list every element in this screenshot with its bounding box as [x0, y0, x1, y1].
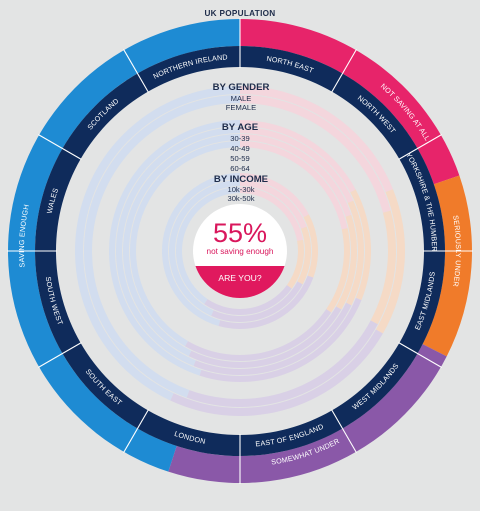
region-divider	[37, 342, 82, 368]
region-divider	[398, 342, 443, 368]
region-divider	[398, 134, 443, 160]
demographic-rings	[75, 86, 405, 416]
group-labels: BY GENDER MALE FEMALE BY AGE 30-39 40-49…	[213, 82, 270, 212]
are-you-button[interactable]	[195, 266, 285, 298]
headline-caption: not saving enough	[207, 247, 274, 256]
ring-income-50k-plus-segment	[176, 187, 240, 305]
ring-age-50-59-segment	[240, 134, 352, 217]
age-heading: BY AGE	[222, 122, 259, 133]
ring-gender-female-segment	[186, 320, 378, 407]
ring-age-30-39-segment	[240, 120, 356, 193]
ring-gender-male-segment	[375, 189, 405, 334]
ring-gender-male-segment	[240, 86, 393, 193]
ring-income-50k-plus-segment	[286, 239, 304, 289]
segment-seriously-under	[422, 175, 472, 357]
gender-item-female: FEMALE	[226, 103, 256, 112]
segment-not-saving-at-all	[240, 19, 460, 185]
ring-age-50-59-segment	[336, 214, 357, 310]
gender-item-male: MALE	[231, 94, 252, 103]
ring-age-40-49-segment	[346, 200, 364, 306]
ring-income-30k-50k-segment	[297, 226, 311, 285]
ring-income-10k-30k-segment	[218, 275, 314, 330]
ring-income-10k-30k-segment	[303, 214, 318, 278]
ring-income-50k-plus-segment	[240, 187, 304, 241]
age-item-40-49: 40-49	[230, 144, 249, 153]
gender-heading: BY GENDER	[213, 82, 270, 93]
ring-age-30-39-segment	[199, 297, 362, 382]
ring-age-40-49-segment	[240, 127, 354, 203]
region-divider	[123, 48, 149, 93]
region-divider	[123, 409, 149, 454]
are-you-button-label[interactable]: ARE YOU?	[218, 273, 262, 283]
age-item-50-59: 50-59	[230, 154, 249, 163]
age-item-30-39: 30-39	[230, 134, 249, 143]
ring-income-30k-50k-segment	[211, 281, 303, 322]
ring-age-40-49-segment	[193, 302, 352, 375]
segment-saving-enough	[8, 19, 240, 472]
center-disc: 55% not saving enough ARE YOU?	[193, 204, 287, 298]
age-item-60-64: 60-64	[230, 164, 249, 173]
headline-stat: 55%	[213, 218, 267, 248]
region-divider	[331, 48, 357, 93]
ring-gender-female-segment	[240, 95, 391, 213]
ring-age-60-64-segment	[240, 141, 348, 230]
income-item-30k-50k: 30k-50k	[227, 194, 254, 203]
ring-age-60-64-segment	[185, 309, 332, 362]
ring-age-60-64-segment	[326, 228, 350, 313]
region-divider	[331, 409, 357, 454]
ring-gender-male-segment	[170, 329, 383, 416]
ring-age-50-59-segment	[188, 306, 342, 369]
ring-income-50k-plus-segment	[204, 285, 292, 315]
segment-somewhat-under	[168, 344, 447, 483]
region-divider	[37, 134, 82, 160]
ring-age-30-39-segment	[350, 189, 371, 301]
income-heading: BY INCOME	[214, 174, 269, 185]
chart-title: UK POPULATION	[204, 9, 275, 18]
ring-income-10k-30k-segment	[240, 173, 309, 218]
income-item-10k-30k: 10k-30k	[227, 185, 254, 194]
ring-income-30k-50k-segment	[240, 180, 307, 229]
ring-gender-female-segment	[370, 210, 396, 325]
